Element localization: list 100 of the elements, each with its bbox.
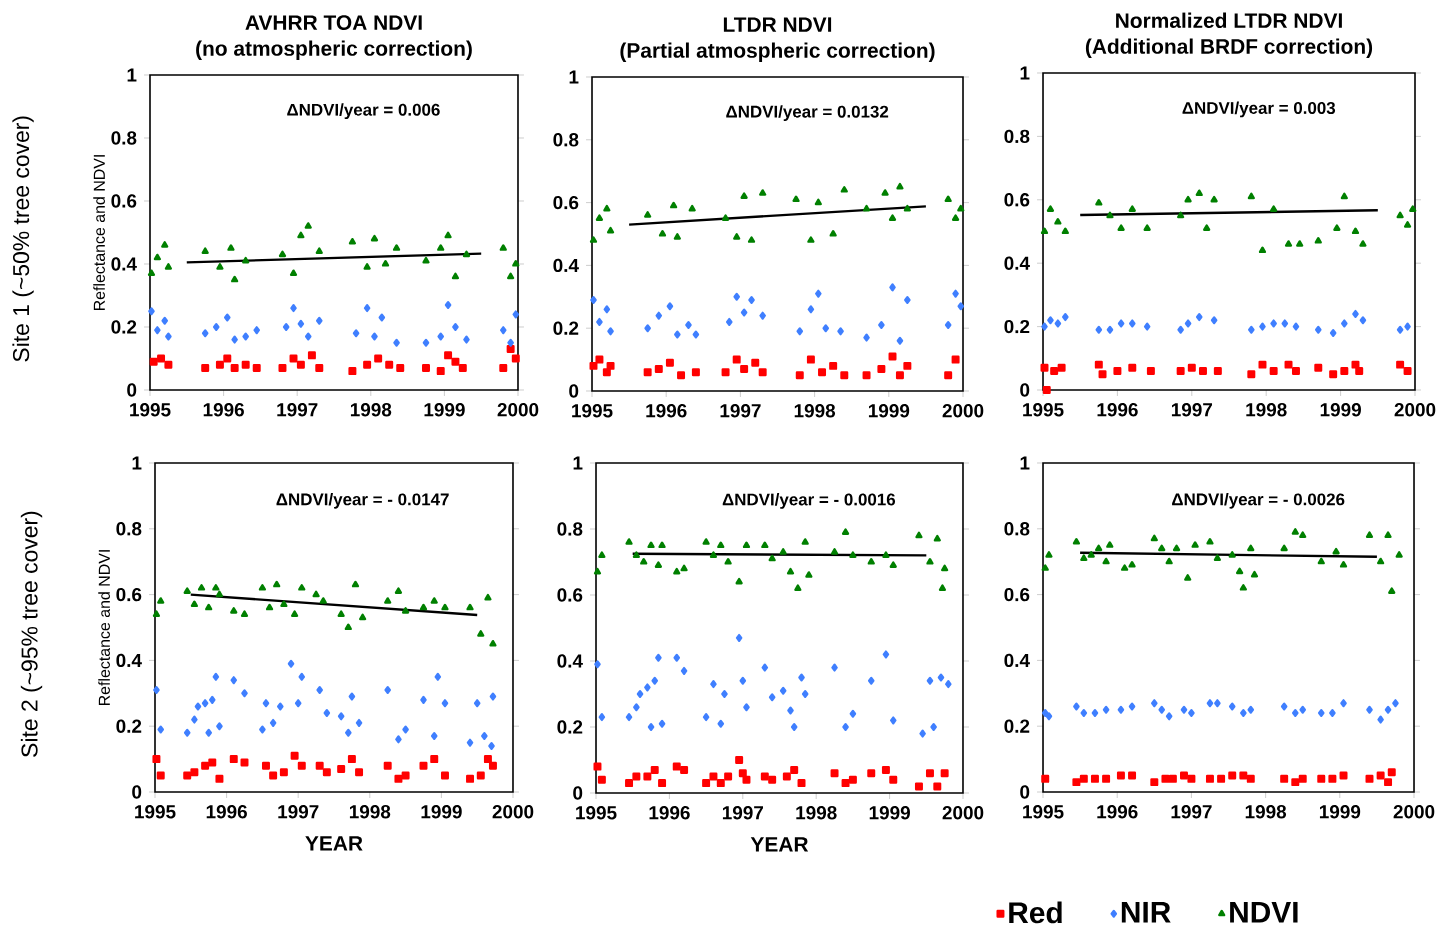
point [462, 250, 471, 258]
point [598, 713, 606, 722]
point [1403, 221, 1412, 228]
point [790, 765, 799, 774]
point [941, 564, 949, 572]
point [1172, 544, 1181, 552]
point [670, 201, 678, 209]
x-tick-label: 1997 [722, 806, 764, 820]
point [319, 597, 327, 604]
point [654, 561, 663, 568]
point [216, 263, 224, 270]
point [1106, 211, 1114, 219]
point [484, 593, 492, 601]
point [147, 269, 156, 277]
chart-subtitle: (Additional BRDF correction) [1085, 38, 1373, 58]
point [1040, 227, 1049, 235]
point [381, 260, 390, 267]
point [1080, 554, 1088, 561]
point [436, 367, 445, 376]
y-tick-label: 0 [573, 786, 583, 800]
point [1284, 240, 1293, 247]
point [1291, 366, 1300, 375]
point [201, 329, 209, 338]
annotation: ΔNDVI/year = - 0.0026 [1172, 492, 1345, 509]
point [725, 317, 733, 326]
point [205, 728, 212, 737]
point [1113, 366, 1122, 375]
y-tick-label: 0.8 [1004, 129, 1030, 144]
point [1259, 322, 1266, 331]
point [1384, 531, 1392, 538]
point [215, 360, 224, 369]
point [259, 725, 266, 734]
point [1366, 705, 1373, 714]
point [593, 567, 602, 575]
point [867, 558, 875, 565]
point [805, 571, 813, 578]
point [157, 725, 165, 734]
point [154, 326, 161, 335]
point [1213, 554, 1221, 561]
point [252, 363, 261, 372]
point [717, 719, 725, 728]
x-tick-label: 1999 [869, 806, 910, 820]
point [1329, 709, 1336, 718]
point [1128, 205, 1136, 212]
point [1409, 205, 1417, 212]
point [1296, 240, 1304, 247]
point [951, 355, 960, 364]
point [1298, 774, 1307, 783]
point [840, 371, 849, 380]
point [1129, 319, 1136, 328]
point [212, 672, 220, 681]
point [633, 703, 640, 712]
point [709, 772, 718, 781]
point [385, 360, 394, 369]
point [740, 308, 748, 317]
point [395, 735, 402, 744]
point [807, 236, 815, 243]
point [1384, 705, 1392, 714]
point [743, 703, 750, 712]
point [1291, 528, 1299, 535]
y-axis-title: Reflectance and NDVI [93, 155, 105, 311]
point [742, 541, 751, 549]
point [881, 765, 890, 774]
point [1214, 699, 1221, 708]
point [655, 311, 663, 320]
x-tick-label: 1999 [424, 403, 465, 417]
x-tick-label: 2000 [492, 805, 534, 819]
point [190, 768, 199, 777]
point [287, 659, 295, 668]
point [840, 186, 848, 193]
point [383, 761, 392, 770]
point [337, 764, 346, 773]
point [1095, 198, 1103, 206]
chart-title: AVHRR TOA NDVI [245, 15, 422, 30]
point [216, 722, 223, 731]
point [1040, 363, 1049, 372]
point [798, 673, 805, 682]
point [673, 653, 681, 662]
point [297, 761, 306, 770]
point [594, 660, 601, 669]
x-tick-label: 1998 [794, 404, 836, 418]
point [782, 772, 791, 781]
point [672, 762, 681, 771]
point [183, 587, 191, 594]
point [1280, 702, 1288, 711]
point [801, 690, 809, 698]
point [814, 198, 822, 206]
point [231, 275, 239, 283]
point [402, 725, 409, 734]
point [297, 319, 305, 328]
point [643, 368, 652, 377]
point [240, 758, 249, 767]
point [279, 768, 288, 777]
point [1228, 771, 1237, 780]
x-tick-label: 1995 [135, 805, 176, 819]
point [1061, 227, 1069, 235]
point [1184, 195, 1192, 203]
point [363, 263, 371, 270]
point [595, 214, 604, 221]
point [1315, 325, 1322, 334]
